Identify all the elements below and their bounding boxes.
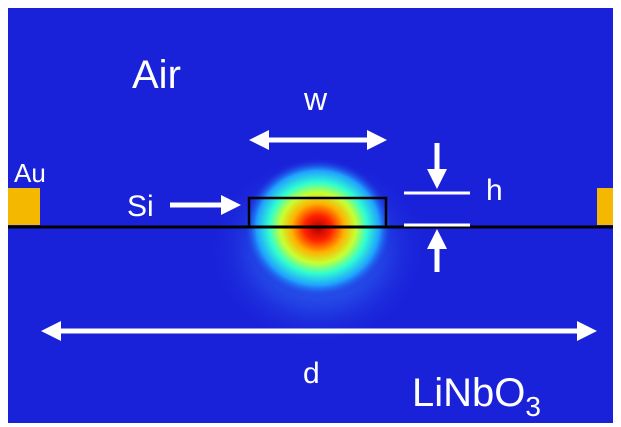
substrate-subscript: 3 (525, 391, 541, 422)
height-label: h (486, 174, 503, 207)
distance-label: d (303, 357, 320, 390)
silicon-label: Si (127, 190, 154, 223)
width-label: w (303, 81, 328, 117)
gold-electrode (597, 188, 613, 225)
gold-electrode (8, 188, 40, 225)
gold-label: Au (14, 158, 46, 188)
substrate-label: LiNbO3 (412, 371, 541, 422)
mode-profile-diagram: Air w Au Si h d LiNbO3 (0, 0, 621, 427)
substrate-text: LiNbO (412, 371, 525, 415)
air-label: Air (132, 53, 181, 97)
